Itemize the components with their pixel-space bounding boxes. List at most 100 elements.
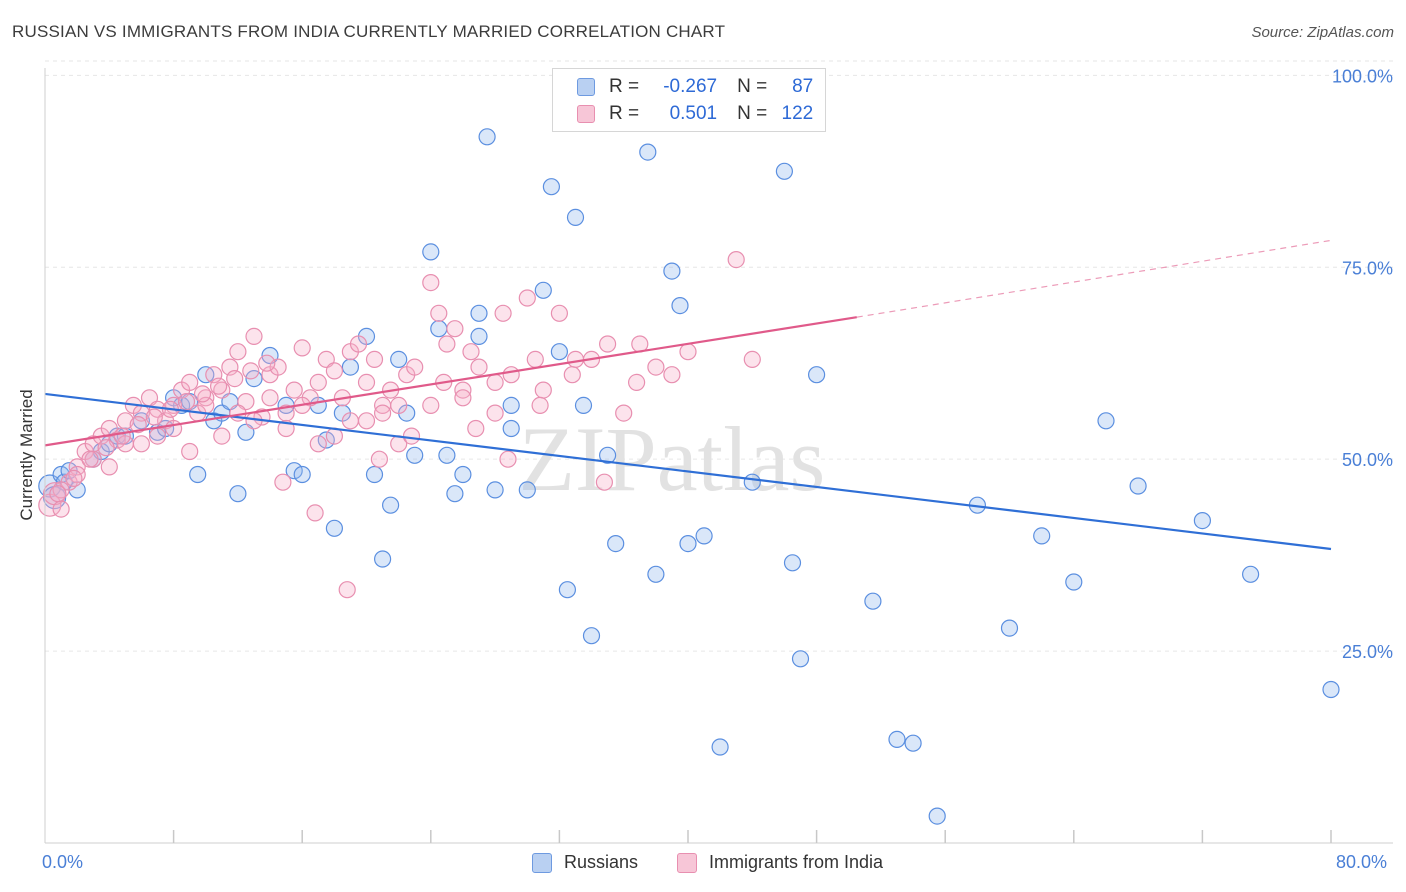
india-point	[534, 381, 552, 399]
india-point	[113, 427, 131, 445]
india-point	[627, 373, 646, 391]
russians-point	[446, 485, 464, 503]
india-point	[454, 389, 472, 407]
india-trend-line	[44, 316, 857, 447]
india-point	[357, 412, 376, 430]
india-point	[81, 450, 99, 468]
russians-point	[695, 527, 713, 545]
legend-n-label-india: N =	[737, 103, 768, 124]
russians-legend-swatch	[532, 852, 552, 873]
russians-point	[607, 534, 625, 553]
india-point	[430, 304, 448, 322]
india-point	[518, 289, 536, 307]
russians-point	[1193, 511, 1212, 530]
india-point	[132, 435, 150, 453]
india-point	[129, 416, 147, 434]
watermark: ZIPatlas	[519, 408, 826, 510]
india-point	[193, 385, 212, 403]
russians-trend-line	[44, 392, 1332, 551]
india-point	[502, 366, 520, 384]
india-point	[245, 327, 263, 345]
russians-point	[293, 465, 311, 484]
india-point	[566, 350, 585, 368]
india-point	[338, 581, 356, 599]
india-swatch	[577, 105, 595, 123]
india-point	[145, 408, 163, 426]
india-point	[531, 396, 549, 414]
india-point	[422, 274, 440, 292]
series-legend: Russians Immigrants from India	[0, 852, 1406, 878]
india-point	[615, 404, 633, 422]
russians-point	[791, 650, 810, 668]
russians-point	[1065, 573, 1083, 591]
y-tick-label: 25.0%	[1342, 642, 1393, 662]
trend-layer	[44, 239, 1332, 551]
y-tick-label: 100.0%	[1332, 66, 1393, 86]
russians-point	[904, 734, 922, 752]
russians-point	[639, 143, 657, 161]
russians-point	[1033, 527, 1051, 545]
india-point	[438, 335, 456, 353]
russians-point	[518, 481, 536, 499]
india-point	[325, 362, 343, 380]
india-point	[177, 393, 196, 411]
russians-point	[671, 297, 689, 315]
russians-point	[928, 807, 946, 825]
india-point	[242, 362, 260, 380]
legend-r-label-russians: R =	[609, 76, 640, 97]
india-legend-swatch	[677, 852, 697, 873]
india-point	[743, 350, 761, 368]
russians-point	[864, 592, 882, 610]
india-point	[598, 335, 617, 353]
russians-point	[1000, 619, 1019, 637]
russians-point	[430, 320, 448, 338]
y-tick-label: 50.0%	[1342, 450, 1393, 470]
russians-point	[470, 327, 488, 345]
india-point	[269, 358, 287, 376]
russians-point	[365, 465, 384, 484]
russians-point	[422, 243, 440, 261]
russians-point	[807, 366, 826, 384]
russians-point	[558, 581, 577, 599]
india-point	[210, 377, 228, 395]
russians-point	[406, 446, 424, 464]
india-point	[467, 419, 485, 438]
russians-point	[470, 304, 488, 322]
x-tick-label-max: 80.0%	[1336, 852, 1388, 872]
india-point	[595, 473, 614, 491]
russians-point	[550, 343, 569, 361]
grid-layer	[45, 60, 1393, 652]
series-legend-russians[interactable]: Russians	[532, 852, 638, 873]
legend-n-label-russians: N =	[737, 76, 768, 97]
chart-title: RUSSIAN VS IMMIGRANTS FROM INDIA CURRENT…	[12, 22, 726, 41]
russians-point	[438, 446, 456, 464]
legend-r-label-india: R =	[609, 103, 640, 124]
india-point	[285, 381, 303, 399]
india-point	[494, 304, 512, 322]
russians-swatch	[577, 78, 595, 96]
russians-point	[679, 534, 697, 553]
russians-point	[325, 519, 343, 537]
india-point	[499, 450, 517, 468]
india-point	[402, 427, 421, 445]
series-legend-india[interactable]: Immigrants from India	[677, 852, 883, 873]
russians-point	[189, 465, 207, 484]
india-point	[422, 396, 440, 414]
russians-point	[486, 481, 504, 499]
india-point	[462, 343, 480, 361]
russians-point	[1241, 565, 1260, 583]
india-point	[165, 419, 183, 438]
russians-point	[647, 565, 665, 583]
russians-point	[1322, 680, 1340, 699]
india-point	[309, 435, 327, 453]
x-tick-label-min: 0.0%	[42, 852, 84, 872]
india-point	[446, 320, 464, 338]
india-point	[213, 427, 231, 445]
india-point	[181, 373, 199, 391]
source-credit: Source: ZipAtlas.com	[1251, 24, 1394, 41]
india-point	[65, 469, 83, 487]
russians-point	[1129, 477, 1147, 495]
india-point	[563, 366, 581, 384]
series-legend-russians-label: Russians	[564, 852, 639, 872]
